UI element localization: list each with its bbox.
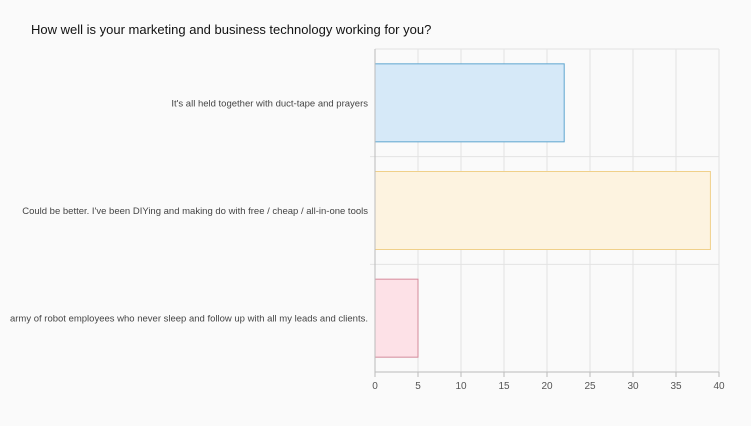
x-tick-label-5: 25 bbox=[584, 381, 596, 392]
category-label-2: army of robot employees who never sleep … bbox=[10, 314, 368, 325]
x-axis-ticks: 0 5 10 15 20 25 30 35 40 bbox=[372, 372, 725, 392]
bars bbox=[374, 63, 711, 358]
x-tick-label-0: 0 bbox=[372, 381, 378, 392]
x-tick-label-4: 20 bbox=[541, 381, 553, 392]
bar-0 bbox=[374, 63, 565, 143]
x-tick-label-2: 10 bbox=[455, 381, 467, 392]
x-tick-label-1: 5 bbox=[415, 381, 421, 392]
bar-1 bbox=[374, 171, 711, 250]
x-tick-label-3: 15 bbox=[498, 381, 510, 392]
axes bbox=[374, 49, 719, 373]
category-labels: It's all held together with duct-tape an… bbox=[10, 98, 368, 324]
bar-2 bbox=[374, 278, 419, 358]
chart-title: How well is your marketing and business … bbox=[31, 22, 432, 37]
x-tick-label-6: 30 bbox=[627, 381, 639, 392]
x-tick-label-8: 40 bbox=[713, 381, 725, 392]
x-tick-label-7: 35 bbox=[670, 381, 682, 392]
category-label-0: It's all held together with duct-tape an… bbox=[171, 98, 368, 109]
category-label-1: Could be better. I've been DIYing and ma… bbox=[22, 206, 368, 217]
